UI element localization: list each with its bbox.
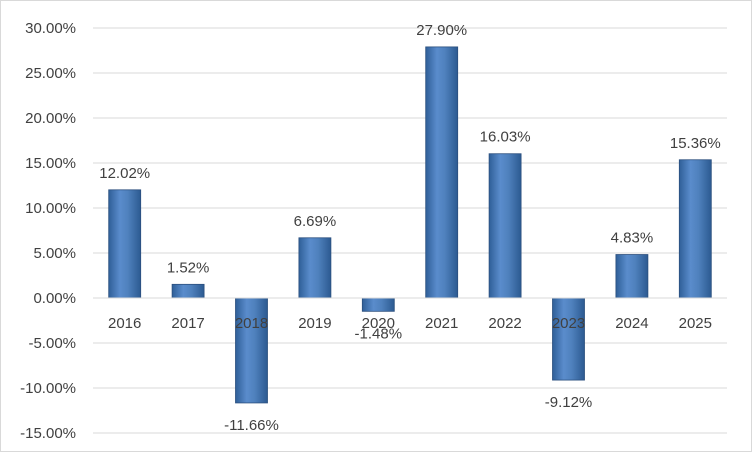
- y-tick-label: 5.00%: [33, 245, 76, 262]
- x-tick-label: 2019: [298, 315, 331, 332]
- x-tick-label: 2023: [552, 315, 585, 332]
- y-tick-label: -15.00%: [20, 425, 76, 442]
- x-axis-ticks: 2016 2017 2018 2019 2020 2021 2022 2023 2024 2025: [108, 315, 712, 332]
- y-tick-label: -5.00%: [28, 335, 76, 352]
- y-tick-label: 0.00%: [33, 290, 76, 307]
- x-tick-label: 2017: [171, 315, 204, 332]
- y-tick-label: 10.00%: [25, 200, 76, 217]
- data-label-2023: -9.12%: [545, 394, 593, 411]
- y-tick-label: -10.00%: [20, 380, 76, 397]
- bar-2024: [615, 254, 649, 299]
- x-tick-label: 2024: [615, 315, 648, 332]
- x-tick-label: 2021: [425, 315, 458, 332]
- data-label-2018: -11.66%: [224, 417, 279, 434]
- data-label-2020: -1.48%: [355, 325, 403, 342]
- data-label-2016: 12.02%: [99, 165, 150, 182]
- y-tick-label: 20.00%: [25, 110, 76, 127]
- x-tick-label: 2025: [679, 315, 712, 332]
- data-label-2022: 16.03%: [480, 129, 531, 146]
- data-labels: 12.02% 1.52% -11.66% 6.69% -1.48% 27.90% 16.03…: [99, 22, 720, 434]
- data-label-2021: 27.90%: [416, 22, 467, 39]
- data-label-2025: 15.36%: [670, 135, 721, 152]
- data-label-2024: 4.83%: [611, 230, 654, 247]
- bars: [108, 46, 712, 404]
- y-tick-label: 30.00%: [25, 20, 76, 37]
- x-tick-label: 2016: [108, 315, 141, 332]
- x-tick-label: 2020: [362, 315, 395, 332]
- bar-2017: [171, 283, 205, 299]
- bar-2022: [488, 153, 522, 299]
- y-tick-label: 25.00%: [25, 65, 76, 82]
- bar-2023: [552, 297, 585, 381]
- bar-2019: [298, 237, 332, 299]
- y-axis-ticks: 30.00% 25.00% 20.00% 15.00% 10.00% 5.00% 0.00%…: [20, 20, 76, 442]
- bar-2020: [361, 297, 395, 312]
- y-tick-label: 15.00%: [25, 155, 76, 172]
- x-tick-label: 2022: [488, 315, 521, 332]
- bar-2018: [235, 297, 268, 404]
- x-tick-label: 2018: [235, 315, 268, 332]
- data-label-2017: 1.52%: [167, 259, 210, 276]
- data-label-2019: 6.69%: [294, 213, 337, 230]
- bar-2025: [678, 159, 712, 299]
- bar-2016: [108, 189, 142, 299]
- bar-2021: [425, 46, 459, 299]
- grid-lines: [93, 27, 727, 434]
